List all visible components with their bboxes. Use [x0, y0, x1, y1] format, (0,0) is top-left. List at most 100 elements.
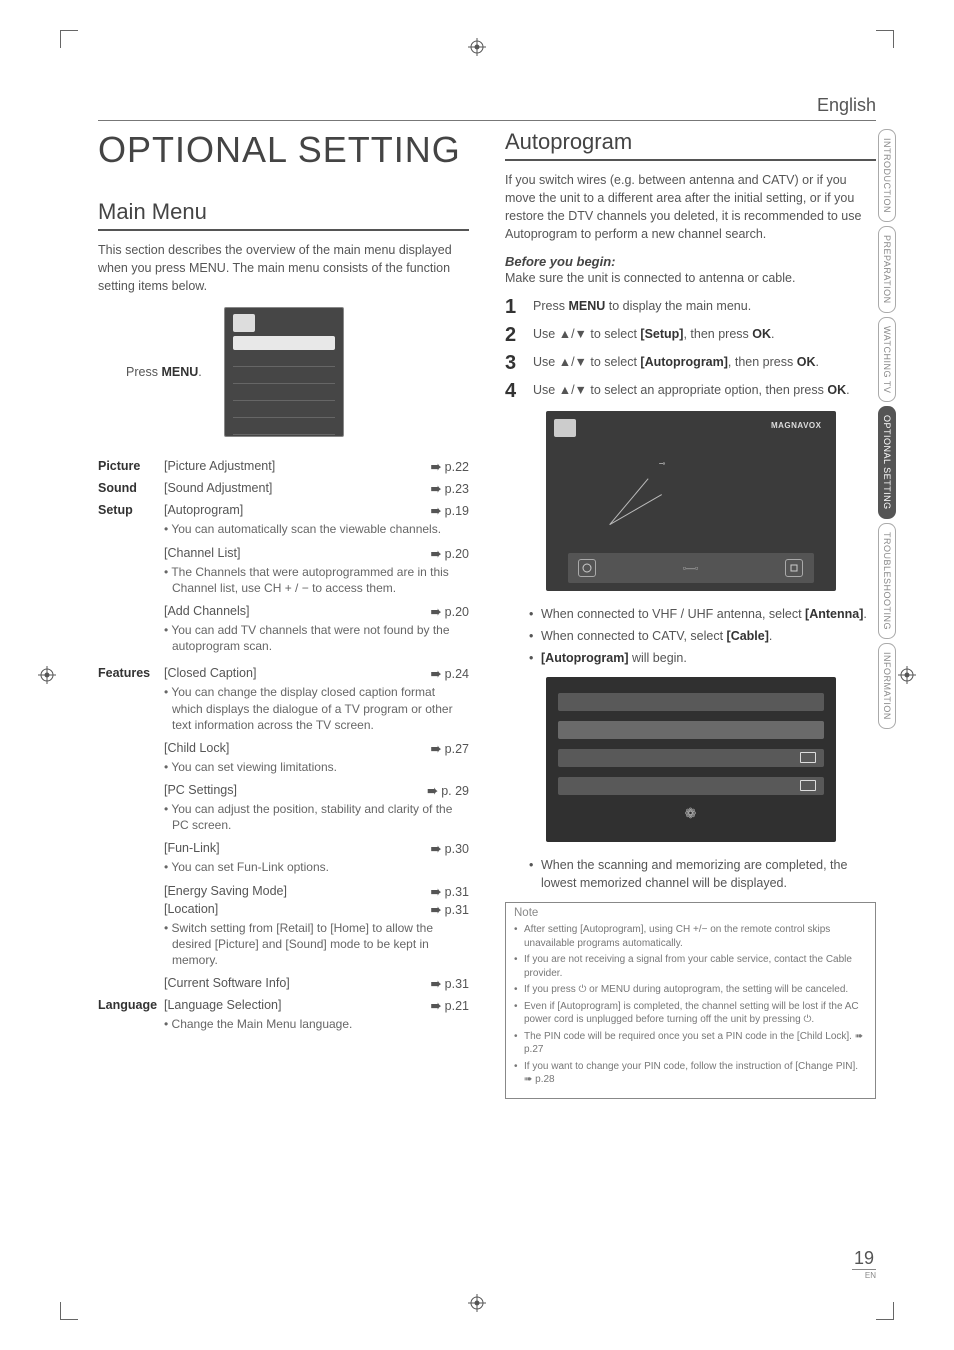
page-num-ref: p.19: [445, 504, 469, 518]
arrow-icon: ➠: [431, 885, 441, 899]
arrow-icon: ➠: [427, 784, 437, 798]
arrow-icon: ➠: [431, 460, 441, 474]
page-ref: ➠ p.19: [431, 503, 469, 518]
category-picture: Picture: [98, 459, 164, 473]
language-header: English: [98, 95, 876, 121]
page-num-ref: p.22: [445, 460, 469, 474]
crop-mark: [60, 30, 78, 48]
arrow-icon: ➠: [431, 667, 441, 681]
page-num-ref: p.30: [445, 842, 469, 856]
step-2: 2Use ▲/▼ to select [Setup], then press O…: [505, 325, 876, 345]
page-ref: ➠ p.24: [431, 666, 469, 681]
item-sound-adjustment: [Sound Adjustment]: [164, 481, 431, 496]
page-ref: ➠ p.20: [431, 604, 469, 619]
item-location: [Location]: [164, 902, 431, 917]
item-desc: Switch setting from [Retail] to [Home] t…: [172, 920, 469, 969]
tv-drawer: ▫—▫: [568, 553, 814, 583]
menu-thumb-line: [233, 373, 335, 384]
menu-thumb-line: [233, 407, 335, 418]
crop-mark: [876, 30, 894, 48]
page-number-lang: EN: [852, 1271, 876, 1280]
item-desc: You can adjust the position, stability a…: [172, 801, 469, 833]
side-tabs: INTRODUCTION PREPARATION WATCHING TV OPT…: [878, 129, 896, 729]
page-num-ref: p.21: [445, 999, 469, 1013]
step-3: 3Use ▲/▼ to select [Autoprogram], then p…: [505, 353, 876, 373]
tab-preparation[interactable]: PREPARATION: [878, 226, 896, 313]
page-num-ref: p.20: [445, 605, 469, 619]
item-desc: You can set viewing limitations.: [172, 759, 469, 775]
category-features: Features: [98, 666, 164, 680]
page-num-ref: p.31: [445, 885, 469, 899]
scan-done-text: When the scanning and memorizing are com…: [529, 856, 876, 892]
note-item: After setting [Autoprogram], using CH +/…: [514, 923, 867, 950]
item-child-lock: [Child Lock]: [164, 741, 431, 756]
item-language-selection: [Language Selection]: [164, 998, 431, 1013]
before-begin-text: Make sure the unit is connected to anten…: [505, 269, 876, 287]
tv-screenshot: MAGNAVOX ⊸ ▫—▫: [546, 411, 836, 591]
note-heading: Note: [514, 907, 867, 919]
crop-mark: [876, 1302, 894, 1320]
press-prefix: Press: [126, 365, 161, 379]
item-closed-caption: [Closed Caption]: [164, 666, 431, 681]
arrow-icon: ➠: [431, 482, 441, 496]
press-suffix: .: [198, 365, 201, 379]
note-item: If you want to change your PIN code, fol…: [514, 1060, 867, 1087]
item-desc: You can add TV channels that were not fo…: [172, 622, 469, 654]
section-autoprogram: Autoprogram: [505, 129, 876, 161]
page-num-ref: p.23: [445, 482, 469, 496]
tab-troubleshooting[interactable]: TROUBLESHOOTING: [878, 523, 896, 639]
note-item: If you press ⏻ or MENU during autoprogra…: [514, 983, 867, 997]
registration-mark-icon: [38, 666, 56, 684]
page-ref: ➠ p.23: [431, 481, 469, 496]
page-num-ref: p.31: [445, 903, 469, 917]
menu-thumb-line: [233, 356, 335, 367]
tab-information[interactable]: INFORMATION: [878, 643, 896, 729]
page-number-value: 19: [852, 1248, 876, 1270]
bullet-begin: [Autoprogram] will begin.: [529, 649, 876, 667]
step-text: Use ▲/▼ to select [Autoprogram], then pr…: [533, 353, 876, 372]
item-desc: You can change the display closed captio…: [172, 684, 469, 733]
panel-square-icon: [800, 752, 816, 763]
tab-watching-tv[interactable]: WATCHING TV: [878, 317, 896, 402]
item-pc-settings: [PC Settings]: [164, 783, 427, 798]
item-picture-adjustment: [Picture Adjustment]: [164, 459, 431, 474]
arrow-icon: ➠: [431, 504, 441, 518]
tv-brand-label: MAGNAVOX: [771, 421, 822, 430]
crop-mark: [60, 1302, 78, 1320]
menu-thumb-highlight: [233, 336, 335, 350]
step-4: 4Use ▲/▼ to select an appropriate option…: [505, 381, 876, 401]
page-ref: ➠ p.30: [431, 841, 469, 856]
nav-arrows-icon: ▫—▫: [683, 563, 698, 573]
press-menu-row: Press MENU.: [98, 307, 469, 437]
page-title: OPTIONAL SETTING: [98, 129, 469, 171]
connection-bullets: When connected to VHF / UHF antenna, sel…: [529, 605, 876, 667]
page-ref: ➠ p.20: [431, 546, 469, 561]
menu-table: Picture [Picture Adjustment]➠ p.22 Sound…: [98, 459, 469, 1040]
registration-mark-icon: [898, 666, 916, 684]
item-autoprogram: [Autoprogram]: [164, 503, 431, 518]
nav-ok-icon: [785, 559, 803, 577]
category-language: Language: [98, 998, 164, 1012]
arrow-icon: ➠: [431, 977, 441, 991]
page-ref: ➠ p.31: [431, 976, 469, 991]
progress-screenshot: ❁: [546, 677, 836, 842]
item-desc: The Channels that were autoprogrammed ar…: [172, 564, 469, 596]
category-sound: Sound: [98, 481, 164, 495]
arrow-icon: ➠: [431, 903, 441, 917]
registration-mark-icon: [468, 38, 486, 56]
tab-optional-setting[interactable]: OPTIONAL SETTING: [878, 406, 896, 519]
tab-introduction[interactable]: INTRODUCTION: [878, 129, 896, 222]
item-desc: You can automatically scan the viewable …: [172, 521, 469, 537]
menu-thumb-line: [233, 424, 335, 435]
page-ref: ➠ p.21: [431, 998, 469, 1013]
page-number: 19 EN: [852, 1248, 876, 1280]
arrow-icon: ➠: [431, 842, 441, 856]
steps-list: 1Press MENU to display the main menu. 2U…: [505, 297, 876, 401]
arrow-icon: ➠: [431, 605, 441, 619]
note-item: The PIN code will be required once you s…: [514, 1030, 867, 1057]
page-num-ref: p.31: [445, 977, 469, 991]
panel-bar: [558, 693, 824, 711]
antenna-icon: ⊸: [610, 465, 680, 525]
step-number: 2: [505, 325, 533, 345]
page-num-ref: p.20: [445, 547, 469, 561]
